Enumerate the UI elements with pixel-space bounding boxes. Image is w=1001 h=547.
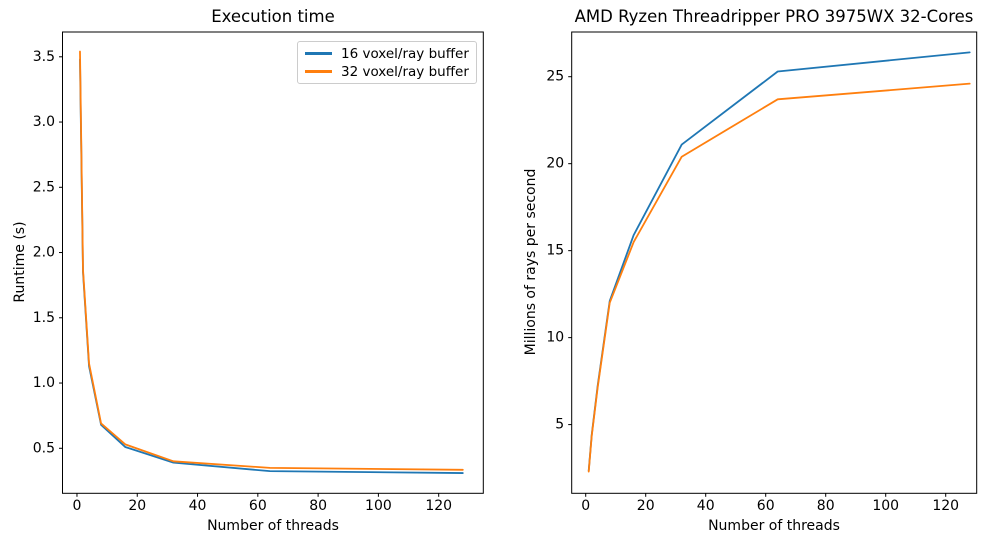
y-tick-label: 20 — [546, 156, 564, 172]
x-tick-label: 100 — [872, 498, 899, 514]
x-tick-label: 80 — [817, 498, 835, 514]
y-tick-label: 15 — [546, 243, 564, 259]
x-axis-label-right: Number of threads — [708, 518, 840, 534]
x-tick-label: 80 — [309, 498, 327, 514]
legend-entry-16-voxel: 16 voxel/ray buffer — [305, 45, 469, 62]
y-tick-label: 1.0 — [33, 375, 55, 391]
x-tick-label: 100 — [365, 498, 392, 514]
x-tick-label: 120 — [425, 498, 452, 514]
subplot-0: 0 20 40 60 80 100 120 0.5 1.0 1.5 2.0 2.5 3.0 3.5 — [33, 31, 484, 514]
y-axis-label-runtime: Runtime (s) — [12, 221, 28, 303]
x-tick-label: 40 — [697, 498, 715, 514]
y-tick-label: 3.5 — [33, 49, 55, 65]
x-tick-label: 20 — [128, 498, 146, 514]
y-axis-label-rays: Millions of rays per second — [523, 168, 539, 356]
y-tick-label: 10 — [546, 330, 564, 346]
x-tick-label: 40 — [189, 498, 207, 514]
y-tick-label: 2.5 — [33, 179, 55, 195]
series-line-1-subplot-1 — [587, 82, 971, 473]
legend-label-16-voxel: 16 voxel/ray buffer — [341, 45, 469, 62]
chart-title-cpu: AMD Ryzen Threadripper PRO 3975WX 32-Cor… — [574, 7, 974, 26]
legend-label-32-voxel: 32 voxel/ray buffer — [341, 63, 469, 80]
legend-line-sample-32-voxel — [305, 70, 332, 73]
x-tick-label: 60 — [757, 498, 775, 514]
subplot-1: 0 20 40 60 80 100 120 5 10 15 20 25 — [546, 31, 978, 514]
axes-frame — [62, 31, 484, 494]
y-tick-label: 5 — [555, 417, 564, 433]
series-line-1-subplot-0 — [79, 50, 464, 471]
y-tick-label: 25 — [546, 69, 564, 85]
x-tick-label: 0 — [73, 498, 82, 514]
chart-title-execution-time: Execution time — [211, 7, 335, 26]
y-tick-label: 1.5 — [33, 310, 55, 326]
series-line-0-subplot-0 — [79, 58, 464, 474]
legend-entry-32-voxel: 32 voxel/ray buffer — [305, 63, 469, 80]
x-tick-label: 20 — [637, 498, 655, 514]
x-tick-label: 0 — [581, 498, 590, 514]
y-tick-label: 2.0 — [33, 245, 55, 261]
series-line-0-subplot-1 — [587, 51, 971, 472]
y-tick-label: 3.0 — [33, 114, 55, 130]
axes-frame — [571, 31, 978, 494]
y-tick-label: 0.5 — [33, 440, 55, 456]
legend: 16 voxel/ray buffer 32 voxel/ray buffer — [297, 41, 477, 84]
legend-line-sample-16-voxel — [305, 52, 332, 55]
x-tick-label: 60 — [249, 498, 267, 514]
x-axis-label-left: Number of threads — [207, 518, 339, 534]
x-tick-label: 120 — [932, 498, 959, 514]
